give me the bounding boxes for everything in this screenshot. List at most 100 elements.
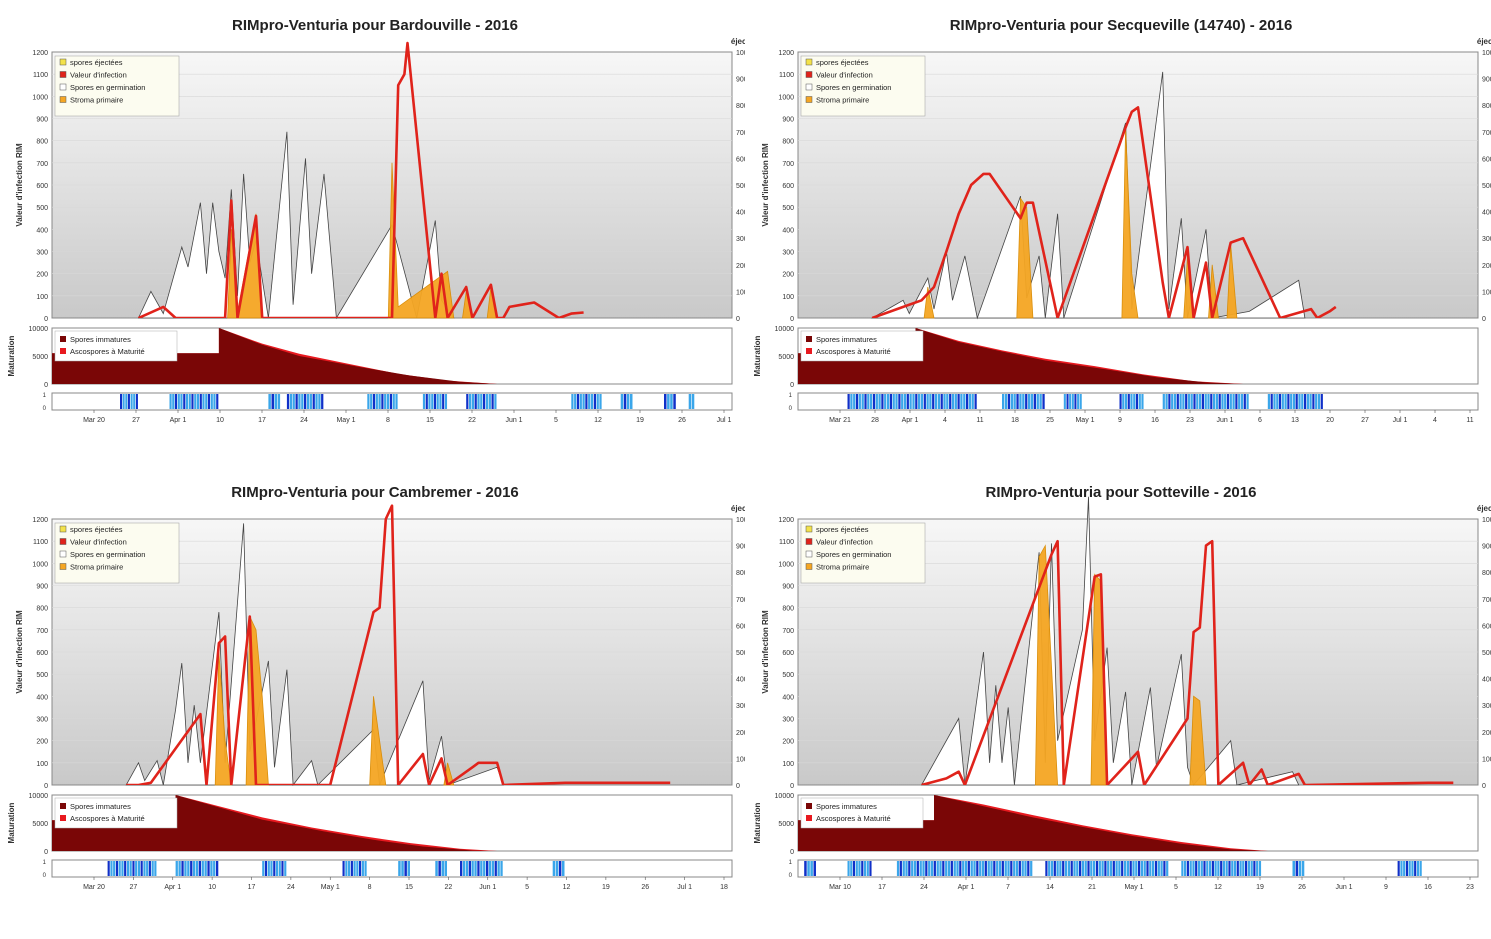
y-right-tick-label: 900 [736, 544, 745, 551]
series-infection-line [137, 41, 584, 318]
rain-bar [188, 394, 191, 409]
chart-title: RIMpro-Venturia pour Cambremer - 2016 [231, 484, 519, 501]
rain-bar [966, 394, 969, 409]
rain-bar [1122, 394, 1125, 409]
rain-bar [185, 394, 189, 409]
rain-bar [853, 394, 856, 409]
y-tick-label: 500 [36, 205, 48, 212]
rain-bar [1138, 861, 1141, 876]
rain-bar [1192, 861, 1195, 876]
rain-bar [1149, 861, 1152, 876]
rain-bar [850, 861, 853, 876]
rain-bar [497, 861, 500, 876]
rain-bar [262, 861, 265, 876]
rain-bar [483, 394, 486, 409]
rain-bar [1053, 861, 1056, 876]
legend-swatch [59, 71, 67, 78]
rain-bar [990, 861, 993, 876]
rain-bar [494, 861, 497, 876]
rain-bar [889, 394, 893, 409]
rain-bar [1093, 861, 1096, 876]
rain-bar [372, 394, 376, 409]
rain-bar [1162, 394, 1165, 409]
rain-bar [205, 394, 208, 409]
legend-bottom: Spores immatures Ascospores à Maturité [800, 797, 924, 829]
maturation-tick-label: 5000 [32, 354, 48, 361]
y-tick-label: 900 [782, 117, 794, 124]
rain-bar [1067, 861, 1071, 876]
y-right-tick-label: 0 [1482, 316, 1486, 323]
y-right-tick-label: 300 [736, 236, 745, 243]
y-right-tick-label: 0 [736, 783, 740, 790]
rain-bar [933, 861, 936, 876]
rain-bar [1215, 394, 1218, 409]
rain-bar [1217, 861, 1220, 876]
rain-bar [284, 861, 287, 876]
rain-bar [1236, 861, 1239, 876]
rain-bar [194, 394, 197, 409]
legend-label: Spores en germination [816, 550, 891, 559]
rain-bar [579, 394, 582, 409]
y-tick-label: 700 [36, 628, 48, 635]
series-stroma-peak [1226, 244, 1238, 319]
rain-bar [298, 394, 301, 409]
rain-bar [477, 861, 480, 876]
rain-bar [934, 394, 938, 409]
rain-bar [130, 394, 133, 409]
rain-bar [953, 861, 956, 876]
y-right-tick-label: 200 [1482, 263, 1491, 270]
rain-bar [807, 861, 810, 876]
rain-bar [422, 394, 426, 409]
rain-bar [1408, 861, 1411, 876]
rain-bar [1143, 861, 1146, 876]
rain-bar [945, 861, 948, 876]
x-tick-label: 24 [300, 417, 308, 424]
rain-bar [898, 394, 901, 409]
rain-bar [576, 394, 580, 409]
x-tick-label: 9 [1118, 417, 1122, 424]
y-tick-label: 400 [36, 694, 48, 701]
rain-bar [1141, 394, 1144, 409]
rain-bar [281, 861, 284, 876]
rain-bar [1199, 394, 1202, 409]
x-tick-label: 10 [216, 417, 224, 424]
maturation-label: Maturation [7, 335, 16, 376]
rain-bar [295, 394, 298, 409]
rain-bar [439, 394, 442, 409]
rain-bar [404, 861, 407, 876]
legend-label: Spores immatures [70, 335, 131, 344]
rain-bar [468, 861, 471, 876]
rain-bar [916, 861, 919, 876]
rain-bar [1245, 861, 1248, 876]
rain-bar [271, 394, 274, 409]
x-tick-label: Apr 1 [164, 884, 181, 891]
rain-bar [979, 861, 982, 876]
rain-bar [1298, 394, 1301, 409]
y-tick-label: 300 [36, 250, 48, 257]
rain-bar [1002, 394, 1005, 409]
legend-top: spores éjectées Valeur d'infection Spores … [800, 522, 926, 584]
rain-bar [318, 394, 321, 409]
rain-bar [1133, 394, 1136, 409]
rain-bar [1135, 394, 1139, 409]
rain-bar [1064, 861, 1068, 876]
rain-bar [1281, 394, 1284, 409]
rain-bar [920, 394, 924, 409]
y-right-tick-label: 500 [1482, 183, 1491, 190]
y-right-tick-label: 900 [736, 77, 745, 84]
y-tick-label: 100 [36, 761, 48, 768]
rain-bar [930, 861, 934, 876]
x-tick-label: 20 [1326, 417, 1334, 424]
x-tick-label: 12 [563, 884, 571, 891]
rain-bar [1187, 394, 1191, 409]
rain-bar [1112, 861, 1115, 876]
legend-bottom: Spores immatures Ascospores à Maturité [54, 797, 178, 829]
y-right-tick-label: 700 [1482, 597, 1491, 604]
rain-bar [943, 394, 946, 409]
x-tick-label: Jul 1 [677, 884, 692, 891]
y-tick-label: 900 [782, 584, 794, 591]
legend-swatch [806, 348, 812, 354]
legend-swatch [806, 336, 812, 342]
rain-bar [1189, 861, 1192, 876]
rain-bar [937, 394, 941, 409]
